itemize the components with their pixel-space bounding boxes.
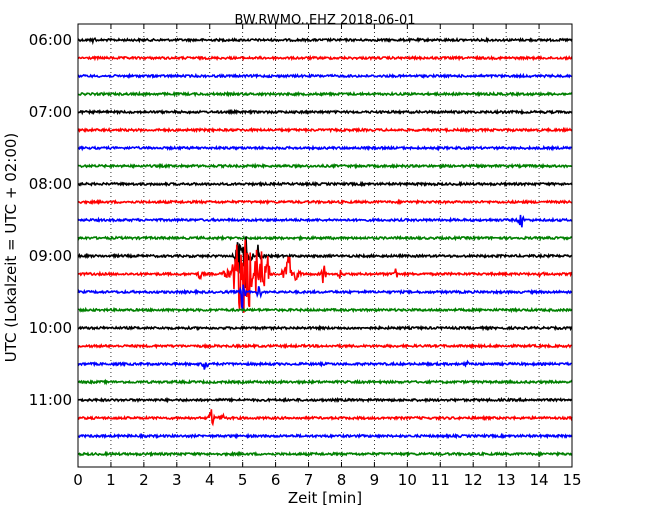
y-tick-label: 10:00 [29,319,72,337]
x-tick-label: 4 [205,471,215,489]
plot-frame [77,23,573,468]
trace-line [77,72,573,80]
trace-line [77,450,573,458]
x-tick-label: 15 [562,471,581,489]
x-tick-label: 9 [370,471,380,489]
trace-line [77,234,573,242]
x-tick-label: 11 [431,471,450,489]
trace-line [77,432,573,440]
trace-line [77,162,573,170]
trace-line [77,144,573,152]
x-tick-labels: 0 1 2 3 4 5 6 7 8 9 10 11 12 13 14 15 [73,471,581,489]
chart-title: BW.RWMO..EHZ 2018-06-01 [234,13,415,28]
y-axis-label: UTC (Lokalzeit = UTC + 02:00) [2,133,20,363]
trace-line [77,236,573,289]
y-tick-label: 11:00 [29,391,72,409]
x-tick-label: 0 [73,471,83,489]
y-tick-labels: 06:00 07:00 08:00 09:00 10:00 11:00 [29,31,72,409]
trace-line [77,36,573,46]
x-tick-label: 2 [139,471,149,489]
trace-line [77,108,573,116]
x-tick-label: 13 [497,471,516,489]
axis-ticks [77,24,573,467]
trace-line [77,396,573,404]
x-tick-label: 1 [106,471,116,489]
trace-line [77,90,573,98]
trace-line [77,180,573,188]
x-tick-label: 3 [172,471,182,489]
x-tick-label: 10 [398,471,417,489]
trace-line [77,378,573,386]
x-tick-label: 5 [238,471,248,489]
trace-line [77,409,573,427]
trace-line [77,324,573,332]
trace-line [77,306,573,314]
x-tick-label: 6 [271,471,281,489]
y-tick-label: 08:00 [29,175,72,193]
x-axis-label: Zeit [min] [288,489,362,507]
x-tick-label: 8 [337,471,347,489]
trace-line [77,198,573,206]
x-tick-label: 12 [464,471,483,489]
trace-line [77,54,573,62]
x-tick-label: 7 [304,471,314,489]
x-tick-label: 14 [530,471,549,489]
seismic-traces [77,36,573,458]
trace-line [77,359,573,370]
trace-line [77,239,573,313]
y-tick-label: 06:00 [29,31,72,49]
trace-line [77,342,573,350]
trace-line [77,126,573,134]
trace-line [77,284,573,310]
y-tick-label: 07:00 [29,103,72,121]
y-tick-label: 09:00 [29,247,72,265]
trace-line [77,214,573,228]
